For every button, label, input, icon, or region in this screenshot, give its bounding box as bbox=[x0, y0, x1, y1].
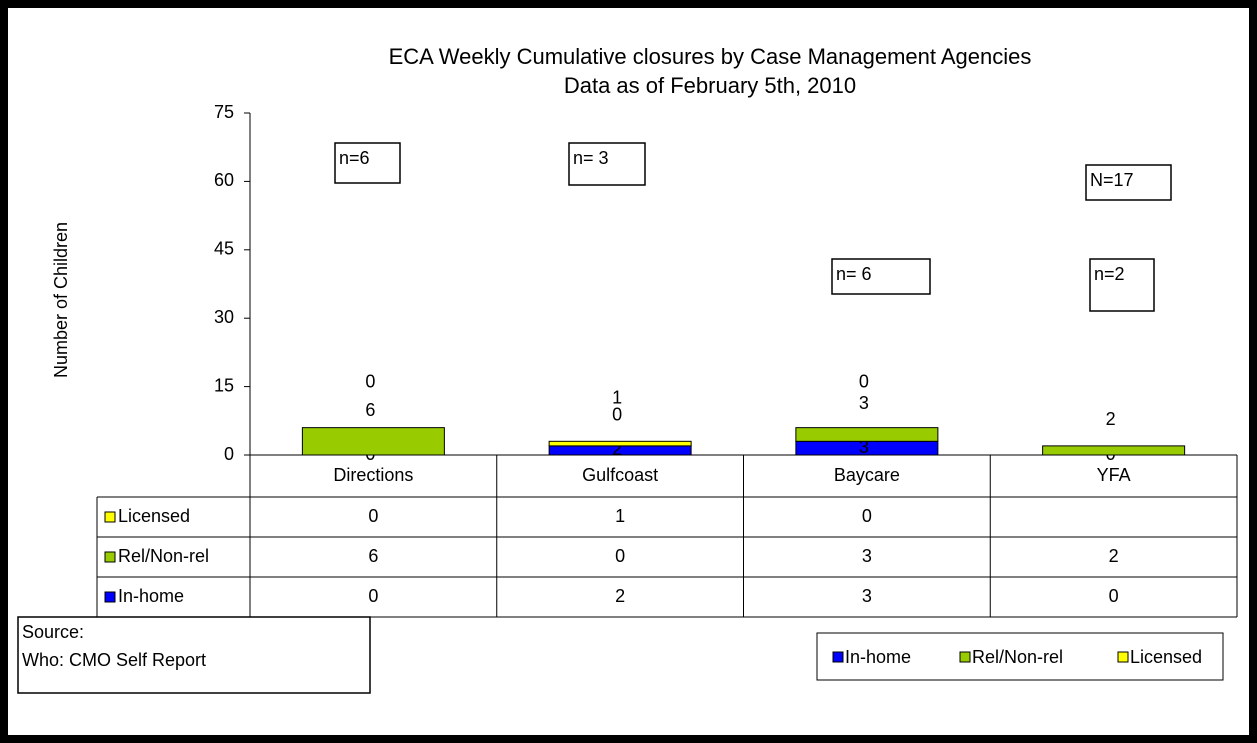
annotation: n= 3 bbox=[573, 148, 609, 168]
data-label: 3 bbox=[859, 437, 869, 457]
x-tick-label: Gulfcoast bbox=[582, 465, 658, 485]
y-tick-label: 45 bbox=[214, 239, 234, 259]
data-label: 2 bbox=[1106, 409, 1116, 429]
x-tick-label: YFA bbox=[1097, 465, 1131, 485]
table-cell: 2 bbox=[615, 586, 625, 606]
bar-segment bbox=[301, 427, 445, 456]
chart-subtitle: Data as of February 5th, 2010 bbox=[564, 73, 856, 98]
legend-key bbox=[959, 651, 971, 663]
legend-box bbox=[816, 632, 1224, 681]
legend-key bbox=[832, 651, 844, 663]
table-cell: 3 bbox=[862, 586, 872, 606]
data-label: 1 bbox=[612, 387, 622, 407]
table-row-label: Licensed bbox=[118, 506, 190, 526]
y-axis-label: Number of Children bbox=[51, 222, 71, 378]
data-label: 3 bbox=[859, 393, 869, 413]
y-tick-label: 15 bbox=[214, 375, 234, 395]
x-tick-label: Baycare bbox=[834, 465, 900, 485]
annotation-box bbox=[1089, 258, 1155, 312]
table-legend-key bbox=[104, 551, 116, 563]
y-tick-label: 75 bbox=[214, 102, 234, 122]
source-box bbox=[17, 616, 371, 694]
legend-key bbox=[1117, 651, 1129, 663]
table-cell: 0 bbox=[615, 546, 625, 566]
annotation: n=6 bbox=[339, 148, 370, 168]
annotation: n= 6 bbox=[836, 264, 872, 284]
data-label: 2 bbox=[612, 439, 622, 459]
bar-segment bbox=[548, 440, 692, 447]
y-tick-label: 30 bbox=[214, 307, 234, 327]
source-line: Source: bbox=[22, 622, 84, 642]
annotation: n=2 bbox=[1094, 264, 1125, 284]
annotation: N=17 bbox=[1090, 170, 1134, 190]
annotation-box bbox=[334, 142, 401, 184]
table-cell: 6 bbox=[368, 546, 378, 566]
table-cell: 0 bbox=[368, 586, 378, 606]
table-row-label: In-home bbox=[118, 586, 184, 606]
chart-title: ECA Weekly Cumulative closures by Case M… bbox=[389, 44, 1032, 69]
legend-label: Licensed bbox=[1130, 647, 1202, 667]
annotation-box bbox=[831, 258, 931, 295]
table-cell: 2 bbox=[1109, 546, 1119, 566]
bar-segment bbox=[795, 427, 939, 442]
table-cell: 0 bbox=[1109, 586, 1119, 606]
bar-segment bbox=[1042, 445, 1186, 456]
table-cell: 0 bbox=[368, 506, 378, 526]
table-cell: 1 bbox=[615, 506, 625, 526]
source-line: Who: CMO Self Report bbox=[22, 650, 206, 670]
data-label: 0 bbox=[859, 371, 869, 391]
x-tick-label: Directions bbox=[333, 465, 413, 485]
annotation-box bbox=[1085, 164, 1172, 201]
table-legend-key bbox=[104, 591, 116, 603]
y-tick-label: 0 bbox=[224, 444, 234, 464]
data-label: 0 bbox=[612, 405, 622, 425]
table-cell: 0 bbox=[862, 506, 872, 526]
table-row-label: Rel/Non-rel bbox=[118, 546, 209, 566]
y-tick-label: 60 bbox=[214, 170, 234, 190]
legend-label: In-home bbox=[845, 647, 911, 667]
data-label: 0 bbox=[365, 371, 375, 391]
legend-label: Rel/Non-rel bbox=[972, 647, 1063, 667]
data-label: 6 bbox=[365, 400, 375, 420]
annotation-box bbox=[568, 142, 646, 186]
table-cell: 3 bbox=[862, 546, 872, 566]
table-legend-key bbox=[104, 511, 116, 523]
